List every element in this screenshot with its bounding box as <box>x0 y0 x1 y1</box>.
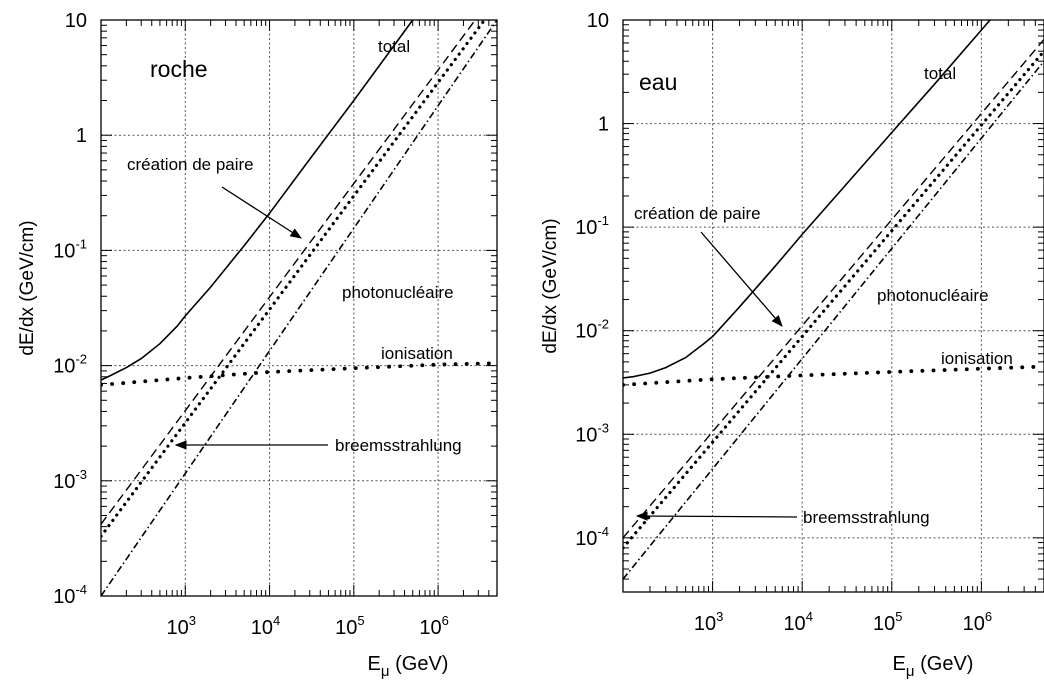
annotation-photo: photonucléaire <box>877 286 989 305</box>
annotation-arrow <box>221 186 302 239</box>
y-tick-label: 10-1 <box>575 213 609 239</box>
y-tick-label: 1 <box>76 125 87 147</box>
y-tick-label: 10-2 <box>575 317 609 343</box>
panel-title: eau <box>639 69 677 95</box>
series-line-dots <box>623 364 1044 387</box>
y-tick-label: 1 <box>598 114 609 136</box>
y-tick-label: 10-3 <box>575 420 609 446</box>
series-line-dashdot <box>101 20 497 596</box>
series-line-dashed <box>101 20 477 525</box>
annotation-total: total <box>924 64 956 83</box>
series-line-dashed <box>623 38 1044 539</box>
series-line-dotted <box>623 49 1044 550</box>
x-tick-label: 103 <box>694 609 723 635</box>
y-tick-label: 10 <box>587 10 609 32</box>
series-line-dashdot <box>623 60 1044 580</box>
series-line-dotted <box>101 20 487 538</box>
x-axis-label: Eμ (GeV) <box>368 653 449 680</box>
axis-ticks <box>622 19 1044 593</box>
y-tick-label: 10-4 <box>575 524 609 550</box>
x-tick-label: 104 <box>251 613 280 639</box>
series-group <box>101 20 497 596</box>
annotation-brems: breemsstrahlung <box>335 436 462 455</box>
x-tick-label: 105 <box>335 613 364 639</box>
y-tick-label: 10-1 <box>53 236 87 262</box>
x-tick-label: 106 <box>963 609 992 635</box>
y-tick-label: 10-3 <box>53 467 87 493</box>
y-axis-label: dE/dx (GeV/cm) <box>540 218 561 353</box>
annotation-brems: breemsstrahlung <box>803 508 930 527</box>
plot-frame <box>100 19 498 597</box>
y-tick-label: 10 <box>65 10 87 32</box>
annotation-arrow <box>700 231 783 327</box>
x-tick-label: 105 <box>873 609 902 635</box>
annotation-pair: création de paire <box>634 204 761 223</box>
chart-panel-eau: 103 104 105 106 10-4 10-3 10-2 10-1 1 10 dE/dx (Ge… <box>540 10 1044 680</box>
annotation-ion: ionisation <box>381 344 453 363</box>
y-tick-label: 10-2 <box>53 352 87 378</box>
series-line-dots <box>101 361 497 387</box>
x-tick-label: 106 <box>419 613 448 639</box>
series-group <box>623 20 1044 580</box>
y-tick-label: 10-4 <box>53 582 87 608</box>
annotation-arrow <box>635 511 798 521</box>
chart-panel-roche: 103 104 105 106 10-4 10-3 10-2 10-1 1 10 dE/dx (Ge… <box>17 10 498 680</box>
annotation-ion: ionisation <box>941 349 1013 368</box>
series-line-solid <box>623 20 992 379</box>
annotation-total: total <box>378 37 410 56</box>
series-line-solid <box>101 20 414 381</box>
y-axis-label: dE/dx (GeV/cm) <box>17 220 38 355</box>
annotation-photo: photonucléaire <box>342 283 454 302</box>
annotation-pair: création de paire <box>127 155 254 174</box>
grid <box>623 20 1044 592</box>
plot-frame <box>622 19 1044 593</box>
x-tick-label: 103 <box>167 613 196 639</box>
x-axis-label: Eμ (GeV) <box>893 653 974 680</box>
x-tick-label: 104 <box>783 609 812 635</box>
panel-title: roche <box>150 56 208 82</box>
